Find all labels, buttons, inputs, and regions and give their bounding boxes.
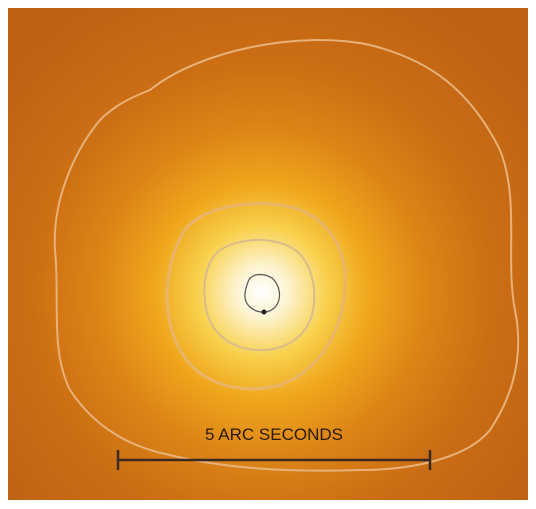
image: 5 ARC SECONDS <box>0 0 536 509</box>
page: 5 ARC SECONDS (() => { const data = JSON… <box>0 0 536 509</box>
scale-bar-label: 5 ARC SECONDS <box>205 425 343 444</box>
core-marker <box>262 310 267 315</box>
